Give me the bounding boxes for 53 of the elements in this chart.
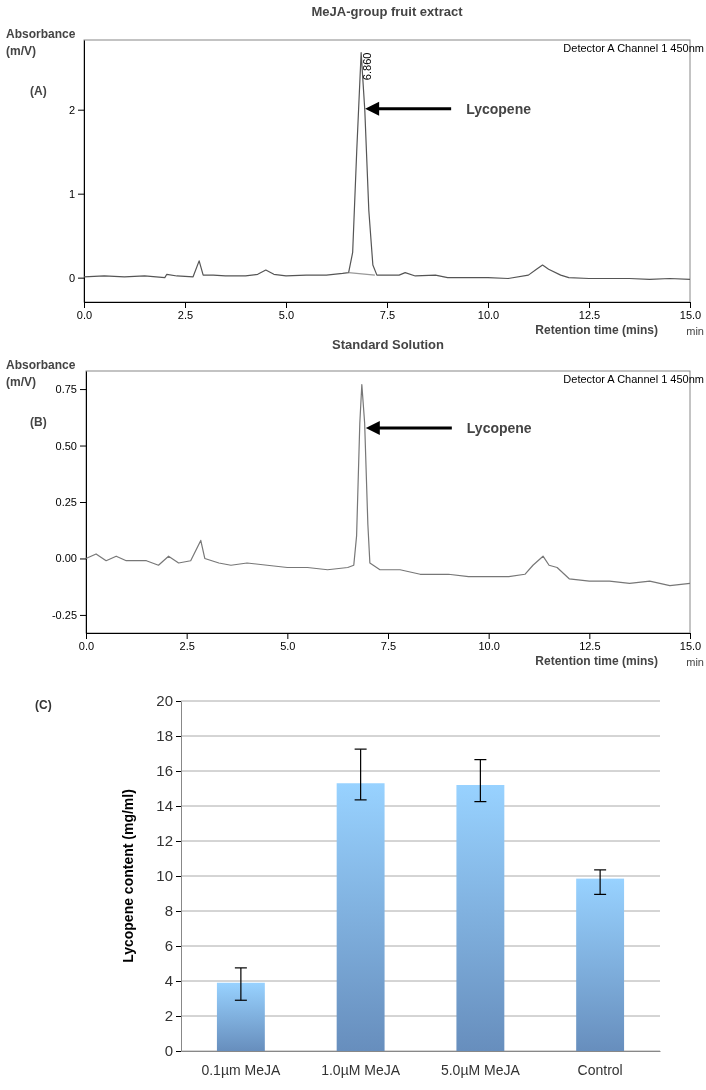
x-tick-label: 2.5 [179,639,195,652]
y-tick-label: 14 [156,797,173,815]
y-axis-title: Lycopene content (mg/ml) [120,789,136,963]
x-tick-label: 0.0 [76,308,93,321]
chart-title: Standard Solution [332,337,445,352]
chart-title: MeJA-group fruit extract [311,4,464,19]
x-tick-label: 12.5 [579,639,601,652]
x-tick-label: 15.0 [679,308,702,321]
x-tick-label: 0.0 [78,639,95,652]
x-tick-label: 10.0 [478,639,500,652]
text: (B) [30,415,47,429]
y-tick-label: 0 [68,271,75,284]
y-tick-label: 0.50 [55,439,77,452]
y-tick-label: 0.00 [55,552,77,565]
y-tick-label: 0.75 [55,383,77,396]
annotation: Detector A Channel 1 450nm [563,42,704,54]
annotation: Lycopene [466,100,532,117]
y-tick-label: 20 [156,692,173,710]
y-axis-title: Absorbance (m/V) [6,27,76,58]
y-tick-label: 2 [68,103,75,116]
y-tick-label: 0 [164,1042,173,1060]
y-tick-label: 10 [156,867,173,885]
x-tick-label: 1.0µM MeJA [321,1061,401,1078]
x-tick-label: 7.5 [380,639,397,652]
x-tick-label: 5.0 [278,308,295,321]
x-tick-label: 12.5 [578,308,601,321]
y-tick-label: 12 [156,832,173,850]
x-tick-label: 15.0 [679,639,702,652]
y-tick-label: 6 [164,937,173,955]
y-tick-label: 2 [164,1007,173,1025]
x-tick-label: 0.1µm MeJA [201,1061,281,1078]
x-tick-label: 10.0 [477,308,500,321]
annotation: Lycopene [466,420,532,437]
text: min [686,656,704,668]
y-tick-label: 4 [164,972,173,990]
x-tick-label: 7.5 [379,308,396,321]
text: (A) [30,84,47,98]
y-tick-label: 1 [68,187,75,200]
y-tick-label: -0.25 [51,608,77,621]
y-tick-label: 0.25 [55,496,77,509]
x-tick-label: Control [577,1061,623,1078]
annotation: Detector A Channel 1 450nm [563,373,704,385]
y-tick-label: 18 [156,727,173,745]
y-tick-label: 8 [164,902,173,920]
annotation: 6.860 [361,52,374,81]
x-tick-label: 2.5 [177,308,194,321]
text: (C) [35,698,52,712]
text: min [686,325,704,337]
x-tick-label: 5.0µM MeJA [440,1061,521,1078]
x-tick-label: 5.0 [280,639,296,652]
y-tick-label: 16 [156,762,173,780]
x-axis-title: Retention time (mins) [535,323,658,337]
x-axis-title: Retention time (mins) [535,654,658,668]
